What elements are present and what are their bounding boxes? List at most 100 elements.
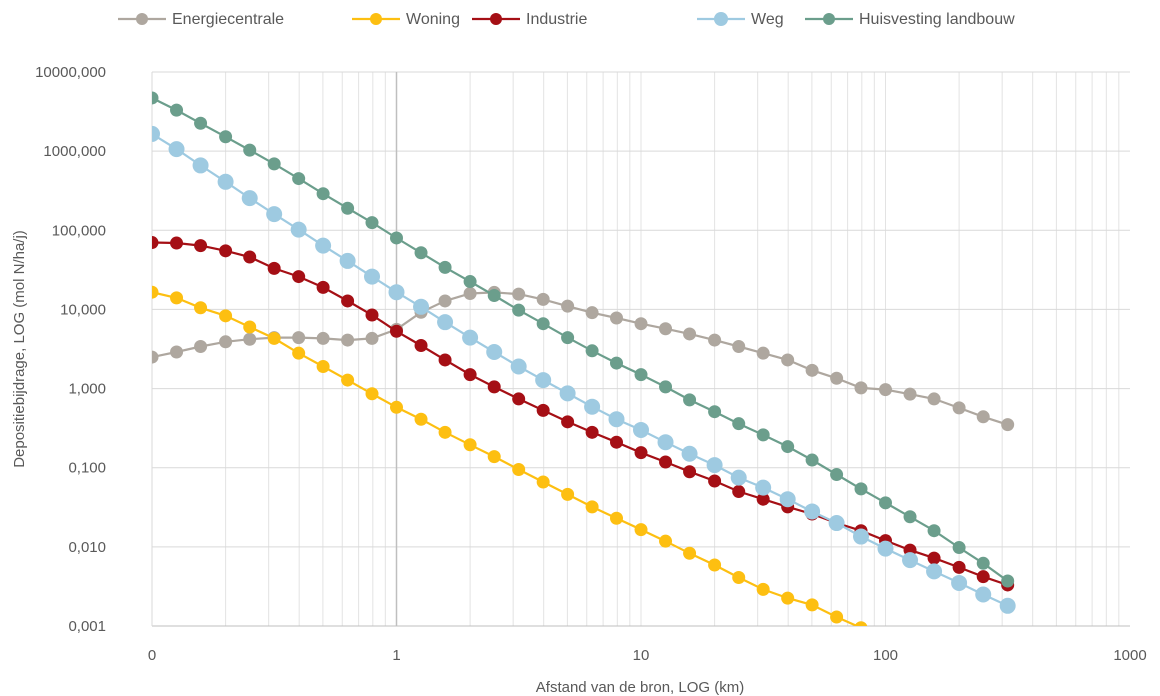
data-point	[781, 591, 795, 605]
data-point	[365, 308, 379, 322]
data-point	[659, 455, 673, 469]
data-point	[341, 201, 355, 215]
data-point	[243, 143, 257, 157]
data-point	[854, 381, 868, 395]
data-point	[219, 335, 233, 349]
data-point	[390, 324, 403, 338]
data-point	[879, 496, 892, 510]
y-tick-label: 1,000	[68, 381, 106, 398]
data-point	[414, 246, 428, 260]
y-tick-label: 0,100	[68, 460, 106, 477]
data-point	[388, 284, 405, 301]
legend-item: Woning	[352, 11, 460, 28]
data-point	[976, 570, 990, 584]
data-point	[487, 288, 501, 302]
y-tick-label: 1000,000	[43, 143, 106, 160]
data-point	[683, 393, 697, 407]
data-point	[634, 446, 648, 460]
legend-label: Industrie	[526, 11, 587, 28]
data-point	[170, 345, 184, 359]
data-point	[219, 244, 233, 258]
y-tick-label: 10000,000	[35, 64, 106, 81]
data-point	[192, 157, 209, 174]
data-point	[438, 353, 452, 367]
data-point	[341, 333, 355, 347]
data-point	[512, 462, 526, 476]
data-point	[413, 298, 430, 315]
data-point	[585, 306, 599, 320]
data-point	[804, 503, 821, 520]
data-point	[267, 157, 281, 171]
data-point	[952, 560, 966, 574]
data-point	[659, 380, 673, 394]
data-point	[1001, 418, 1015, 432]
data-point	[170, 103, 184, 117]
data-point	[536, 475, 550, 489]
grid	[151, 71, 1130, 627]
data-point	[805, 598, 819, 612]
data-point	[781, 440, 795, 454]
data-point	[152, 236, 159, 250]
data-point	[292, 331, 306, 345]
data-point	[805, 453, 819, 467]
data-point	[390, 231, 403, 245]
data-point	[854, 482, 868, 496]
data-point	[316, 280, 330, 294]
data-point	[610, 511, 624, 525]
data-point	[536, 317, 550, 331]
legend-item: Energiecentrale	[118, 11, 284, 28]
data-point	[683, 465, 697, 479]
data-point	[414, 412, 428, 426]
data-point	[194, 301, 208, 315]
data-point	[952, 401, 966, 415]
data-point	[486, 343, 503, 360]
data-point	[194, 239, 208, 253]
data-point	[292, 346, 306, 360]
legend-label: Huisvesting landbouw	[859, 11, 1015, 28]
data-point	[267, 261, 281, 275]
data-point	[438, 425, 452, 439]
data-point	[830, 371, 844, 385]
data-point	[365, 387, 379, 401]
data-point	[830, 610, 844, 624]
data-point	[951, 574, 968, 591]
data-point	[976, 556, 990, 570]
data-point	[779, 491, 796, 508]
data-point	[217, 173, 234, 190]
data-point	[365, 216, 379, 230]
plot-area	[152, 91, 1016, 626]
legend-marker	[714, 12, 728, 26]
data-point	[708, 333, 722, 347]
data-point	[927, 551, 941, 565]
data-point	[152, 91, 159, 105]
data-point	[683, 546, 697, 560]
data-point	[487, 380, 501, 394]
data-point	[487, 450, 501, 464]
legend-label: Energiecentrale	[172, 11, 284, 28]
y-axis-ticks: 0,001 0,010 0,100 1,000 10,000 100,000 1000,00…	[35, 64, 106, 635]
data-point	[462, 329, 479, 346]
data-point	[1001, 574, 1015, 588]
data-point	[732, 571, 746, 585]
x-tick-label: 10	[633, 647, 650, 664]
data-point	[585, 425, 599, 439]
data-point	[732, 485, 746, 499]
data-point	[152, 285, 159, 299]
x-tick-label: 1	[392, 647, 400, 664]
data-point	[170, 236, 184, 250]
data-point	[561, 331, 575, 345]
data-point	[316, 187, 330, 201]
data-point	[463, 275, 477, 289]
data-point	[219, 309, 233, 323]
data-point	[805, 363, 819, 377]
data-point	[756, 428, 770, 442]
legend-marker	[370, 13, 382, 25]
data-point	[952, 541, 966, 555]
data-point	[877, 540, 894, 557]
data-point	[512, 303, 526, 317]
data-point	[152, 350, 159, 364]
data-point	[512, 287, 526, 301]
y-tick-label: 10,000	[60, 301, 106, 318]
data-point	[634, 368, 648, 382]
